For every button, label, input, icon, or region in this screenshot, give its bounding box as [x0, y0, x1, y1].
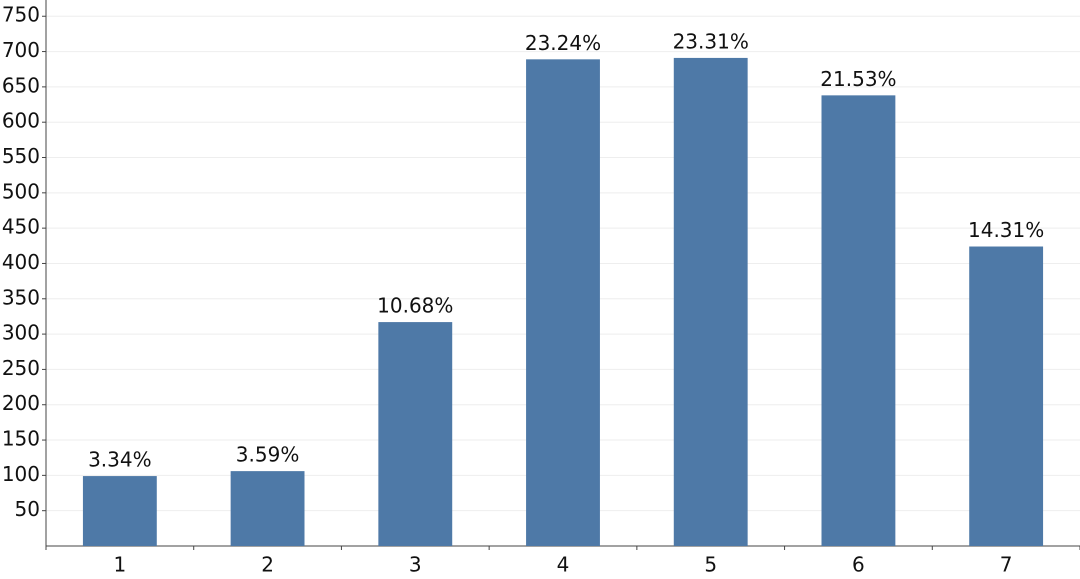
- y-tick-label: 500: [2, 179, 40, 203]
- data-label: 21.53%: [820, 67, 896, 91]
- bar: [82, 476, 157, 546]
- y-tick-label: 450: [2, 215, 40, 239]
- y-tick-label: 350: [2, 285, 40, 309]
- data-label: 3.59%: [236, 443, 300, 467]
- y-tick-label: 100: [2, 462, 40, 486]
- x-tick-label: 4: [557, 553, 570, 577]
- bar: [230, 471, 305, 546]
- y-tick-label: 550: [2, 144, 40, 168]
- y-tick-label: 600: [2, 109, 40, 133]
- x-tick-label: 6: [852, 553, 865, 577]
- y-tick-label: 650: [2, 73, 40, 97]
- bar: [821, 95, 896, 546]
- y-tick-label: 200: [2, 391, 40, 415]
- x-tick-label: 1: [113, 553, 126, 577]
- data-label: 23.24%: [525, 31, 601, 55]
- y-tick-label: 50: [15, 497, 40, 521]
- x-tick-label: 2: [261, 553, 274, 577]
- bar: [526, 59, 600, 547]
- data-label: 14.31%: [968, 218, 1044, 242]
- x-tick-label: 5: [704, 553, 717, 577]
- y-tick-label: 150: [2, 427, 40, 451]
- data-label: 23.31%: [673, 29, 749, 53]
- y-tick-label: 750: [2, 3, 40, 27]
- x-tick-label: 3: [409, 553, 422, 577]
- x-tick-label: 7: [1000, 553, 1013, 577]
- bar: [378, 322, 453, 546]
- data-label: 10.68%: [377, 294, 453, 318]
- y-tick-label: 700: [2, 38, 40, 62]
- y-tick-label: 400: [2, 250, 40, 274]
- y-tick-label: 300: [2, 321, 40, 345]
- bar: [673, 57, 748, 546]
- y-tick-label: 250: [2, 356, 40, 380]
- data-label: 3.34%: [88, 448, 152, 472]
- bar: [969, 246, 1044, 547]
